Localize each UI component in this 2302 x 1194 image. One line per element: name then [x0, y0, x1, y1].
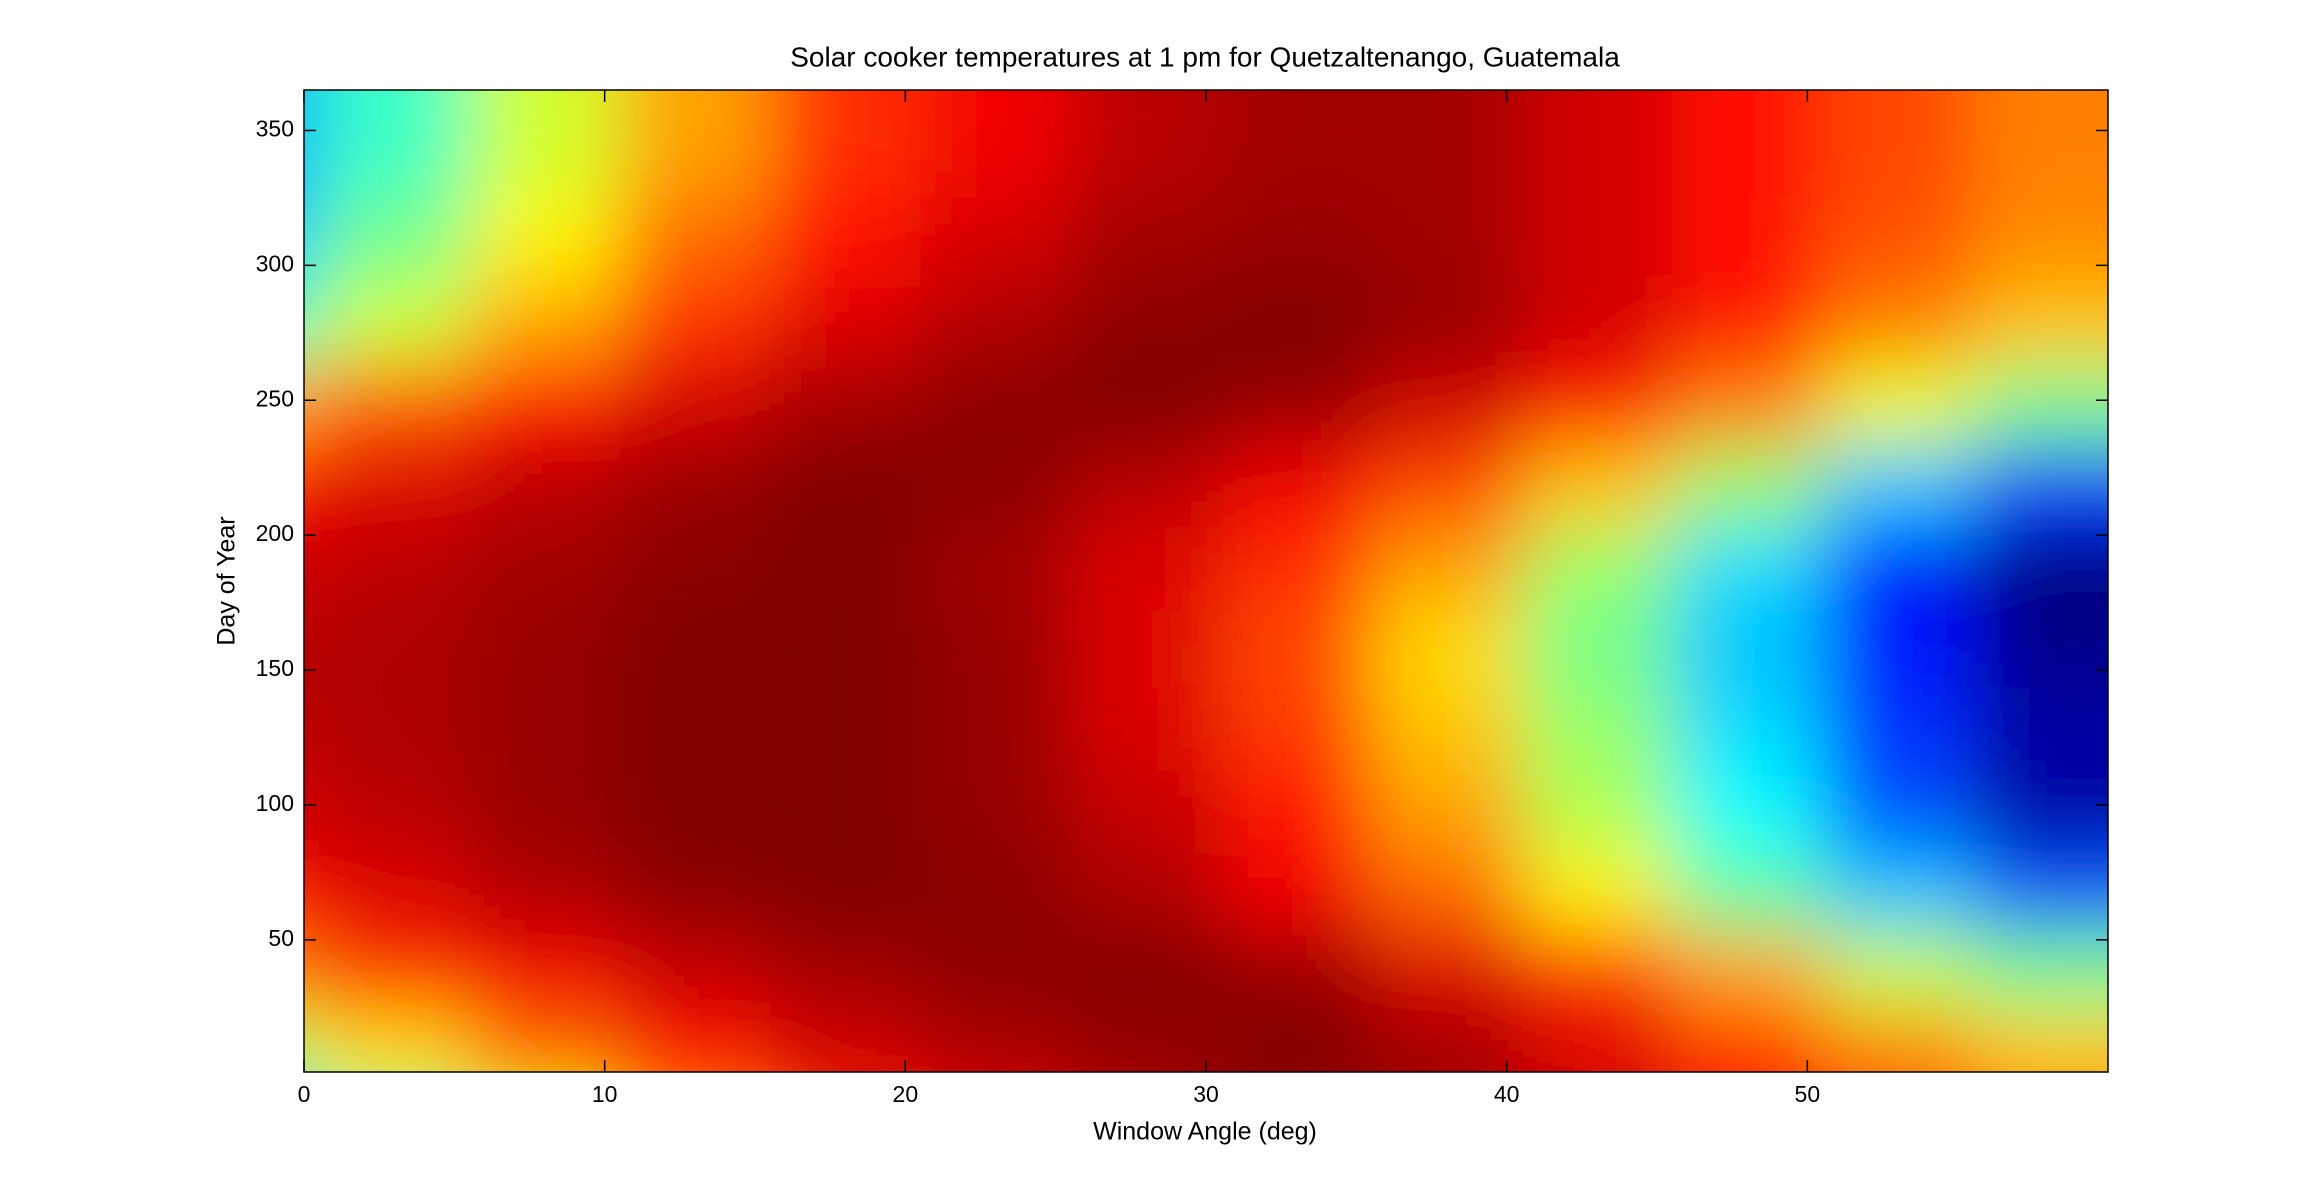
x-tick-label: 0 [298, 1081, 311, 1107]
y-tick-label: 250 [256, 385, 294, 411]
chart-title: Solar cooker temperatures at 1 pm for Qu… [790, 41, 1620, 72]
x-tick-label: 50 [1795, 1081, 1821, 1107]
y-tick-label: 350 [256, 116, 294, 142]
heatmap-cells [304, 90, 2108, 1072]
y-axis-label: Day of Year [213, 516, 241, 645]
y-tick-label: 50 [268, 925, 294, 951]
x-tick-label: 20 [893, 1081, 919, 1107]
x-tick-label: 10 [592, 1081, 618, 1107]
x-axis-label: Window Angle (deg) [1093, 1118, 1317, 1146]
y-tick-label: 300 [256, 250, 294, 276]
x-tick-label: 30 [1193, 1081, 1219, 1107]
x-tick-label: 40 [1494, 1081, 1520, 1107]
heatmap-cell [1972, 90, 2108, 198]
y-tick-label: 150 [256, 655, 294, 681]
y-tick-label: 100 [256, 790, 294, 816]
y-tick-label: 200 [256, 520, 294, 546]
heatmap [304, 90, 2108, 1072]
